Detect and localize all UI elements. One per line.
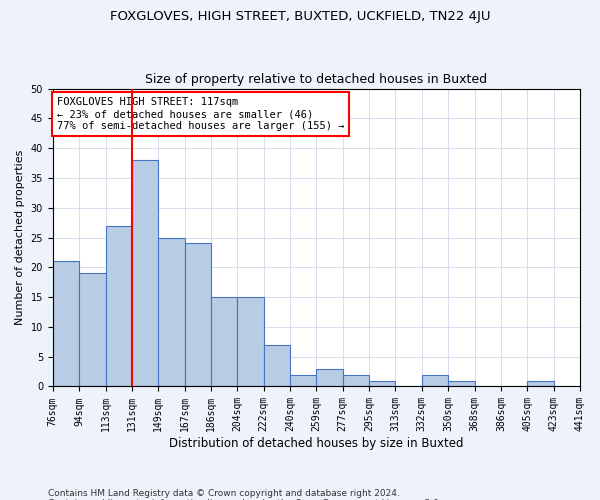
Bar xyxy=(369,380,395,386)
Bar xyxy=(79,274,106,386)
Bar xyxy=(211,297,238,386)
Bar xyxy=(238,297,263,386)
Text: FOXGLOVES, HIGH STREET, BUXTED, UCKFIELD, TN22 4JU: FOXGLOVES, HIGH STREET, BUXTED, UCKFIELD… xyxy=(110,10,490,23)
X-axis label: Distribution of detached houses by size in Buxted: Distribution of detached houses by size … xyxy=(169,437,464,450)
Bar xyxy=(448,380,475,386)
Bar xyxy=(343,374,369,386)
Text: Contains public sector information licensed under the Open Government Licence v3: Contains public sector information licen… xyxy=(48,498,442,500)
Bar xyxy=(185,244,211,386)
Bar xyxy=(316,368,343,386)
Bar xyxy=(53,262,79,386)
Bar xyxy=(527,380,554,386)
Y-axis label: Number of detached properties: Number of detached properties xyxy=(15,150,25,325)
Title: Size of property relative to detached houses in Buxted: Size of property relative to detached ho… xyxy=(145,73,487,86)
Bar xyxy=(132,160,158,386)
Bar xyxy=(263,345,290,387)
Bar xyxy=(158,238,185,386)
Bar xyxy=(290,374,316,386)
Text: FOXGLOVES HIGH STREET: 117sqm
← 23% of detached houses are smaller (46)
77% of s: FOXGLOVES HIGH STREET: 117sqm ← 23% of d… xyxy=(57,98,344,130)
Text: Contains HM Land Registry data © Crown copyright and database right 2024.: Contains HM Land Registry data © Crown c… xyxy=(48,488,400,498)
Bar xyxy=(106,226,132,386)
Bar xyxy=(422,374,448,386)
